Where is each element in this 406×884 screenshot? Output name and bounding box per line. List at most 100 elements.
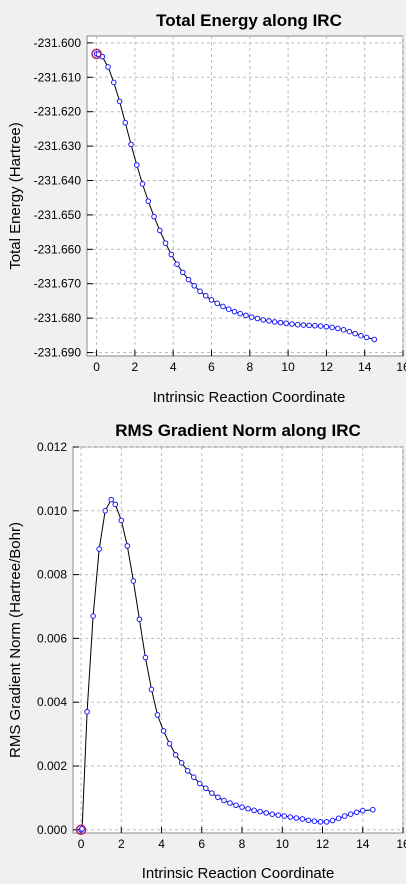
data-point (225, 306, 232, 313)
data-point (294, 321, 301, 328)
plot-area (86, 35, 404, 357)
data-point (352, 330, 358, 337)
data-point (160, 728, 167, 734)
y-tick-label: -231.670 (34, 277, 82, 291)
data-point (102, 508, 108, 514)
data-point (118, 517, 125, 524)
data-point (139, 181, 146, 187)
series-rms-gradient (75, 496, 376, 836)
data-point (340, 327, 347, 333)
data-point (239, 804, 245, 810)
y-tick-label: 0.008 (37, 568, 67, 582)
data-point (275, 812, 282, 818)
data-point (124, 543, 131, 549)
data-point (251, 807, 257, 814)
y-axis-label: Total Energy (Hartree) (7, 122, 24, 270)
data-point (266, 318, 272, 324)
data-point (293, 815, 300, 821)
data-point (305, 817, 312, 824)
data-point (237, 310, 244, 317)
data-point (209, 790, 215, 796)
data-point (203, 785, 209, 792)
data-point (363, 334, 370, 341)
data-point (306, 322, 312, 329)
x-tick-label: 12 (320, 360, 334, 374)
x-tick-label: 4 (170, 360, 177, 374)
data-point (185, 276, 192, 283)
data-point (347, 811, 354, 817)
data-point (311, 818, 318, 824)
data-point (220, 303, 226, 310)
data-point (312, 322, 318, 329)
data-point (162, 240, 169, 246)
x-tick-label: 0 (93, 360, 100, 374)
y-tick-label: -231.600 (34, 36, 82, 50)
chart-rms-gradient: RMS Gradient Norm along IRC 0.000 0.002 0.… (7, 421, 406, 882)
data-point (257, 808, 263, 815)
data-point (353, 809, 360, 816)
x-tick-label: 16 (396, 837, 406, 851)
data-point (90, 613, 96, 619)
data-point (269, 811, 276, 817)
y-tick-label: -231.640 (34, 174, 82, 188)
x-tick-label: 8 (239, 837, 246, 851)
x-tick-label: 12 (316, 837, 330, 851)
x-tick-label: 10 (281, 360, 295, 374)
data-point (96, 546, 102, 552)
data-point (111, 79, 117, 86)
y-tick-label: -231.680 (34, 311, 82, 325)
data-point (263, 810, 269, 816)
data-point (197, 288, 203, 295)
data-point (168, 251, 175, 258)
data-point (260, 317, 266, 323)
y-tick-label: -231.690 (34, 346, 82, 360)
data-point (154, 712, 161, 718)
data-point (231, 308, 238, 315)
current-point-marker (91, 48, 102, 60)
data-point (130, 578, 137, 584)
x-axis-label: Intrinsic Reaction Coordinate (153, 389, 346, 406)
data-point (358, 332, 364, 339)
chart-title: RMS Gradient Norm along IRC (115, 421, 361, 440)
data-point (172, 752, 179, 758)
data-point (148, 686, 155, 693)
y-tick-label: 0.012 (37, 440, 67, 454)
x-axis-label: Intrinsic Reaction Coordinate (142, 865, 335, 882)
data-point (245, 805, 251, 812)
y-tick-label: -231.630 (34, 139, 82, 153)
y-tick-label: 0.000 (37, 823, 67, 837)
data-point (142, 654, 149, 661)
data-point (116, 98, 123, 105)
data-point (248, 314, 255, 320)
data-point (371, 336, 378, 343)
data-point (151, 213, 157, 220)
data-point (214, 300, 221, 307)
data-point (346, 328, 353, 335)
data-point (277, 319, 284, 326)
data-point (323, 819, 330, 825)
y-tick-label: -231.660 (34, 242, 82, 256)
x-tick-label: 14 (356, 837, 370, 851)
data-point (191, 283, 198, 289)
data-point (184, 767, 191, 774)
grid (73, 446, 404, 833)
y-tick-label: -231.610 (34, 70, 82, 84)
data-point (166, 740, 173, 747)
data-point (300, 322, 307, 328)
x-tick-label: 0 (78, 837, 85, 851)
data-point (281, 813, 288, 819)
y-tick-label: 0.010 (37, 504, 67, 518)
data-point (271, 319, 278, 325)
data-point (335, 815, 342, 822)
y-tick-labels: 0.000 0.002 0.004 0.006 0.008 0.010 0.012 (37, 440, 67, 837)
x-tick-labels: 0 2 4 6 8 10 12 14 16 (93, 360, 406, 374)
data-point (299, 816, 306, 822)
data-point (112, 501, 119, 508)
data-point (243, 312, 249, 319)
data-point (329, 817, 336, 824)
data-point (84, 708, 90, 715)
data-point (317, 819, 324, 825)
y-tick-label: 0.002 (37, 759, 67, 773)
chart-title: Total Energy along IRC (156, 11, 342, 30)
